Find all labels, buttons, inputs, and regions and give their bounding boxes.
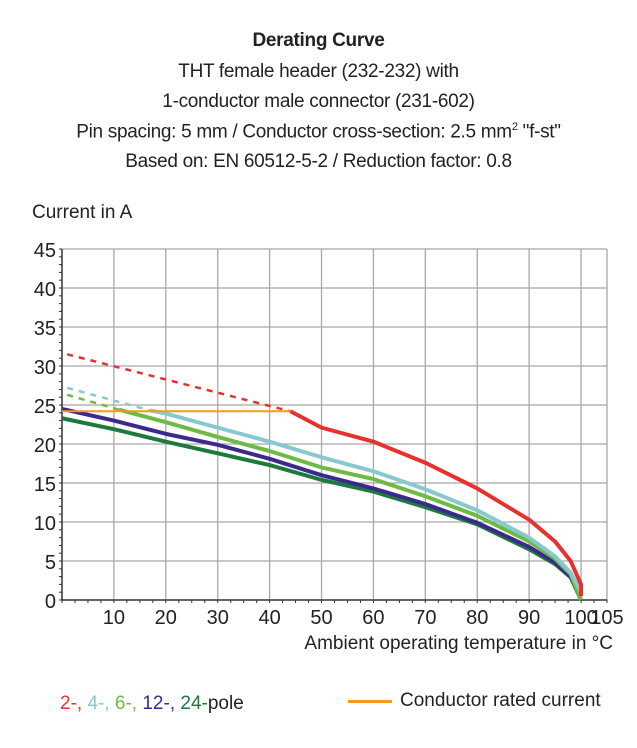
y-tick-label: 40: [34, 279, 56, 301]
x-tick-label: 40: [258, 607, 280, 629]
x-tick-label: 60: [362, 607, 384, 629]
series-4-dashed: [66, 386, 151, 412]
x-tick-label: 100: [564, 607, 597, 629]
x-tick-label: 105: [590, 607, 623, 629]
subtitle-line-3b: "f-st": [517, 121, 561, 143]
reference-legend: Conductor rated current: [348, 690, 601, 712]
y-tick-label: 15: [34, 474, 56, 496]
y-axis-label: Current in A: [32, 202, 133, 223]
x-tick-label: 50: [310, 607, 332, 629]
x-tick-label: 80: [466, 607, 488, 629]
superscript: 2: [511, 121, 518, 133]
series-legend: 2-, 4-, 6-, 12-, 24-pole: [60, 693, 244, 715]
series-4-line: [149, 408, 583, 594]
y-tick-label: 20: [34, 435, 56, 457]
subtitle-line-1: THT female header (232-232) with: [178, 61, 459, 82]
subtitle-line-3a: Pin spacing: 5 mm / Conductor cross-sect…: [76, 121, 512, 143]
series-12-line: [61, 406, 583, 598]
y-tick-label: 5: [45, 552, 56, 574]
x-tick-label: 90: [518, 607, 540, 629]
subtitle-line-3: Pin spacing: 5 mm / Conductor cross-sect…: [0, 121, 637, 143]
y-tick-label: 35: [34, 318, 56, 340]
reference-legend-label: Conductor rated current: [400, 690, 601, 711]
y-tick-label: 10: [34, 513, 56, 535]
y-tick-label: 25: [34, 396, 56, 418]
chart-title: Derating Curve: [252, 30, 385, 51]
subtitle-line-4: Based on: EN 60512-5-2 / Reduction facto…: [125, 151, 512, 172]
series-6-dashed: [66, 393, 120, 411]
reference-swatch: [348, 699, 392, 703]
subtitle-line-2: 1-conductor male connector (231-602): [162, 91, 475, 112]
y-tick-label: 45: [34, 240, 56, 262]
x-tick-label: 70: [414, 607, 436, 629]
series-2-line: [289, 409, 584, 597]
legend-item-6: 6-,: [114, 693, 143, 714]
legend-item-12: 12-,: [142, 693, 181, 714]
legend-suffix: pole: [207, 693, 244, 714]
series-2-dashed: [66, 353, 291, 413]
y-tick-label: 30: [34, 357, 56, 379]
x-tick-label: 20: [155, 607, 177, 629]
x-tick-label: 30: [207, 607, 229, 629]
legend-item-2: 2-,: [60, 693, 88, 714]
x-axis-label: Ambient operating temperature in °C: [304, 633, 613, 654]
legend-item-4: 4-,: [87, 693, 115, 714]
y-tick-label: 0: [45, 591, 56, 613]
legend-item-24: 24-: [180, 693, 208, 714]
x-tick-label: 10: [103, 607, 125, 629]
